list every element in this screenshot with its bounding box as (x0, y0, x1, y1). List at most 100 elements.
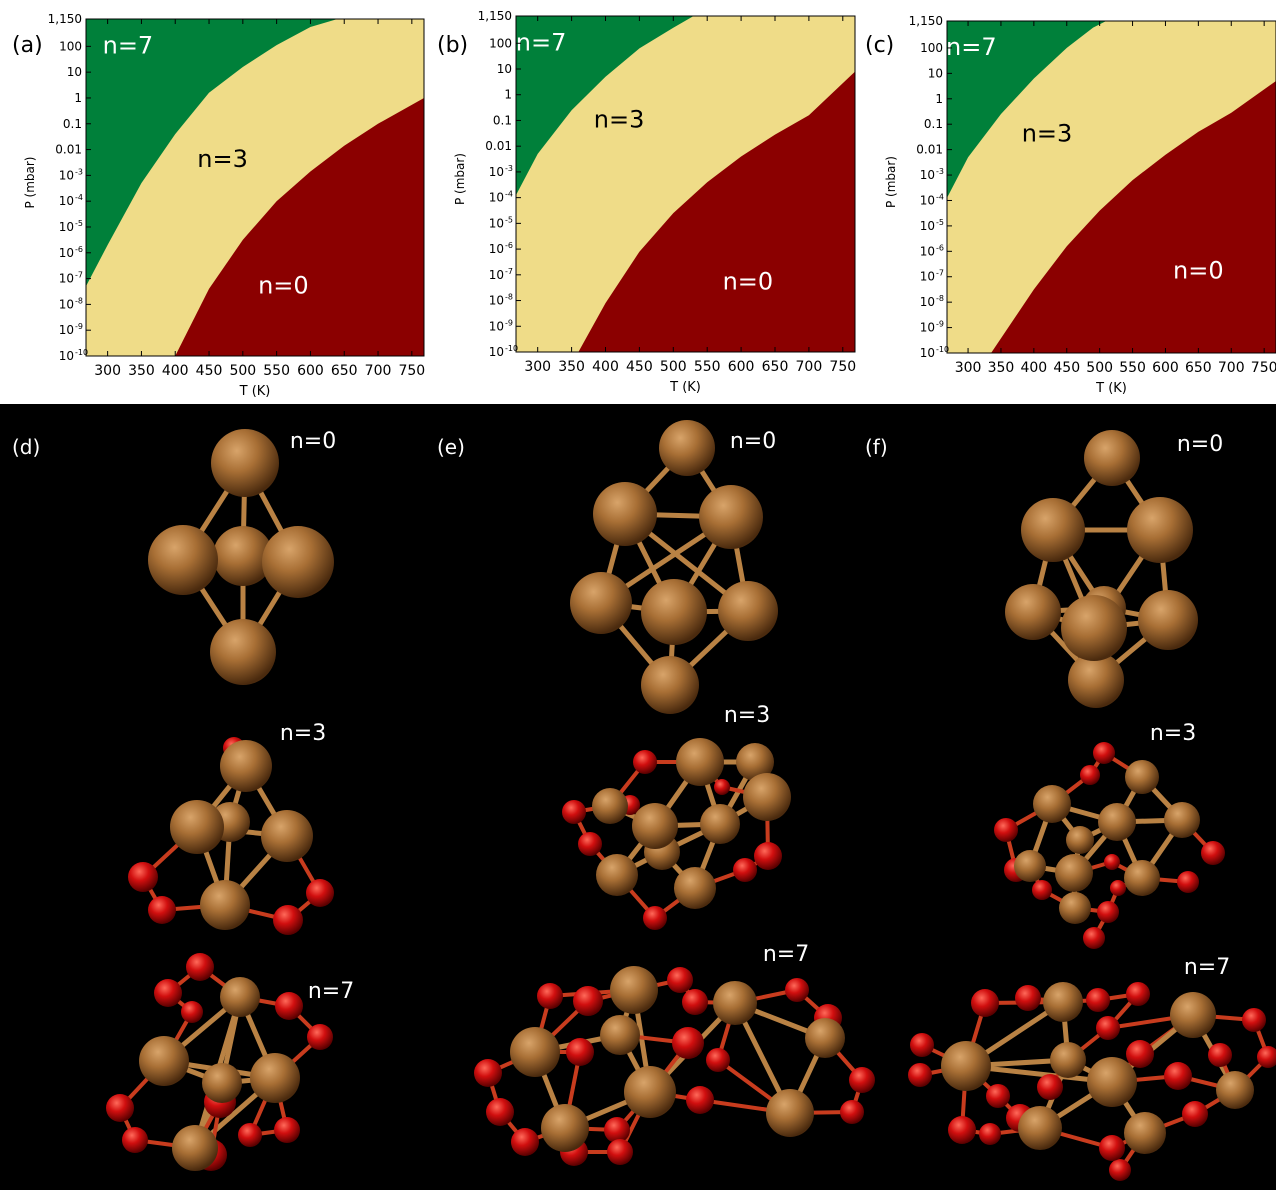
copper-atom (172, 1125, 218, 1171)
oxygen-atom (537, 983, 563, 1009)
y-tick-label: 10 (59, 194, 74, 208)
cluster-label: n=0 (290, 429, 336, 454)
oxygen-atom (1096, 1016, 1120, 1040)
copper-atom (1164, 802, 1200, 838)
copper-atom (1014, 850, 1046, 882)
copper-atom (1138, 590, 1198, 650)
oxygen-atom (1126, 982, 1150, 1006)
region-label-n3: n=3 (1022, 119, 1073, 147)
copper-atom (592, 788, 628, 824)
y-axis-label: P (mbar) (884, 156, 898, 208)
x-tick-label: 400 (1020, 360, 1047, 376)
cluster-n7: n=7 (908, 955, 1276, 1181)
y-tick-exponent: -9 (505, 318, 513, 327)
y-tick-label: 0.1 (924, 117, 943, 131)
region-n0 (175, 98, 424, 356)
copper-atom (220, 977, 260, 1017)
y-tick-exponent: -6 (936, 243, 944, 252)
y-tick-exponent: -6 (75, 245, 83, 254)
y-tick-label: 10 (59, 297, 74, 311)
y-tick-label: 0.01 (55, 143, 82, 157)
oxygen-atom (1208, 1043, 1232, 1067)
copper-atom (699, 485, 763, 549)
y-tick-label: 1 (935, 92, 943, 106)
oxygen-atom (733, 858, 757, 882)
copper-atom (941, 1041, 991, 1091)
oxygen-atom (1110, 880, 1126, 896)
copper-atom (570, 572, 632, 634)
oxygen-atom (633, 750, 657, 774)
y-tick-exponent: -7 (936, 269, 944, 278)
oxygen-atom (1104, 854, 1120, 870)
region-n0 (578, 71, 855, 352)
x-tick-label: 300 (524, 359, 551, 375)
x-tick-label: 750 (1251, 360, 1276, 376)
oxygen-atom (979, 1123, 1001, 1145)
plot-frame (85, 18, 425, 357)
copper-atom (541, 1104, 589, 1152)
region-label-n3: n=3 (594, 105, 645, 133)
oxygen-atom (1032, 880, 1052, 900)
y-tick-exponent: -7 (75, 271, 83, 280)
panel-label: (b) (437, 33, 468, 58)
oxygen-atom (573, 986, 603, 1016)
x-tick-label: 700 (365, 363, 392, 379)
copper-atom (1124, 1112, 1166, 1154)
x-tick-label: 700 (796, 359, 823, 375)
x-tick-label: 450 (196, 363, 223, 379)
cluster-n3: n=3 (994, 721, 1225, 949)
x-tick-label: 400 (592, 359, 619, 375)
oxygen-atom (667, 967, 693, 993)
oxygen-atom (994, 818, 1018, 842)
y-tick-label: 1,150 (48, 12, 82, 26)
copper-atom (1216, 1071, 1254, 1109)
x-tick-label: 650 (1185, 360, 1212, 376)
x-tick-label: 600 (1152, 360, 1179, 376)
oxygen-atom (908, 1063, 932, 1087)
y-tick-label: 100 (920, 41, 943, 55)
region-label-n7: n=7 (103, 31, 154, 59)
y-tick-label: 10 (489, 165, 504, 179)
y-tick-label: 10 (59, 323, 74, 337)
y-tick-exponent: -9 (75, 322, 83, 331)
copper-atom (213, 526, 273, 586)
copper-atom (1066, 826, 1094, 854)
y-tick-label: 10 (59, 349, 74, 363)
y-tick-label: 1,150 (909, 14, 943, 28)
y-tick-exponent: -8 (505, 293, 513, 302)
oxygen-atom (307, 1024, 333, 1050)
copper-atom (200, 880, 250, 930)
copper-atom (262, 526, 334, 598)
y-tick-exponent: -3 (936, 167, 944, 176)
y-tick-exponent: -8 (936, 294, 944, 303)
cluster-label: n=0 (1177, 432, 1223, 457)
copper-atom (1055, 854, 1093, 892)
y-tick-exponent: -5 (75, 219, 83, 228)
oxygen-atom (785, 978, 809, 1002)
oxygen-atom (1015, 985, 1041, 1011)
copper-atom (596, 854, 638, 896)
y-tick-label: 0.01 (485, 139, 512, 153)
oxygen-atom (672, 1027, 704, 1059)
y-tick-exponent: -5 (505, 215, 513, 224)
oxygen-atom (686, 1086, 714, 1114)
y-tick-label: 10 (920, 295, 935, 309)
y-tick-label: 10 (59, 168, 74, 182)
panel-label: (c) (865, 33, 894, 58)
y-tick-label: 10 (920, 346, 935, 360)
copper-atom (170, 800, 224, 854)
panel-label: (e) (437, 435, 465, 459)
y-tick-exponent: -4 (936, 192, 944, 201)
region-label-n0: n=0 (258, 271, 309, 299)
oxygen-atom (1126, 1040, 1154, 1068)
y-tick-label: 1 (504, 88, 512, 102)
plot-frame (946, 20, 1276, 354)
copper-atom (805, 1018, 845, 1058)
y-tick-exponent: -3 (505, 164, 513, 173)
x-tick-label: 400 (162, 363, 189, 379)
oxygen-atom (682, 989, 708, 1015)
x-tick-label: 300 (955, 360, 982, 376)
y-tick-label: 1,150 (478, 9, 512, 23)
x-tick-label: 750 (398, 363, 425, 379)
copper-atom (1021, 498, 1085, 562)
